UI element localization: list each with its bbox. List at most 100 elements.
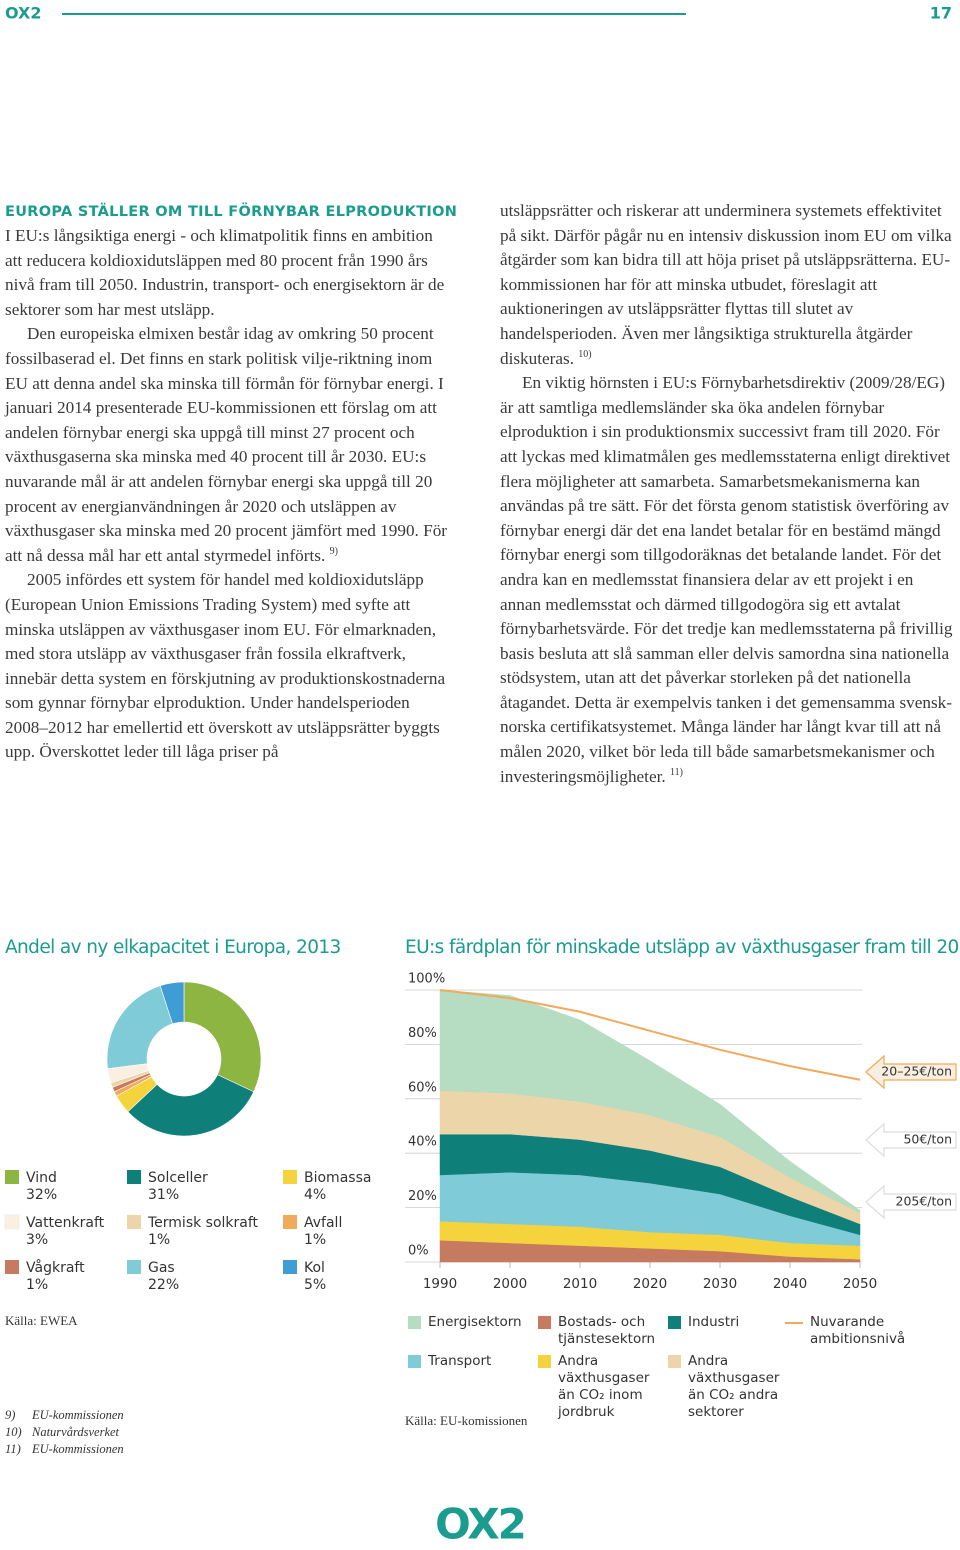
paragraph: Den europeiska elmixen består idag av om… xyxy=(5,322,451,568)
legend-value: 1% xyxy=(304,1232,326,1248)
x-tick-label: 2000 xyxy=(493,1276,527,1292)
legend-value: 1% xyxy=(26,1277,48,1293)
annotation: 20–25€/ton xyxy=(881,1064,952,1079)
legend-swatch xyxy=(5,1260,19,1274)
legend-value: 5% xyxy=(304,1277,326,1293)
legend-swatch xyxy=(538,1355,551,1368)
ambition-line xyxy=(439,989,861,1081)
source: Källa: EWEA xyxy=(5,1313,78,1328)
annotation: 50€/ton xyxy=(903,1132,952,1147)
legend-label: Avfall xyxy=(304,1215,342,1231)
legend-label: Vind xyxy=(26,1170,57,1186)
legend-label: Vattenkraft xyxy=(26,1215,105,1231)
chart-title: Andel av ny elkapacitet i Europa, 2013 xyxy=(5,937,341,958)
footnote-text: Naturvårdsverket xyxy=(32,1425,120,1439)
legend-value: 22% xyxy=(148,1277,179,1293)
y-tick-label: 100% xyxy=(408,972,445,987)
left-column: I EU:s långsiktiga energi - och klimatpo… xyxy=(5,224,451,765)
paragraph: utsläppsrätter och riskerar att undermin… xyxy=(500,199,955,371)
legend-label: Vågkraft xyxy=(26,1259,85,1276)
footnote-text: EU-kommissionen xyxy=(32,1408,124,1422)
paragraph: 2005 infördes ett system för handel med … xyxy=(5,568,451,765)
footnote: 10) Naturvårdsverket xyxy=(5,1424,119,1441)
section-heading: EUROPA STÄLLER OM TILL FÖRNYBAR ELPRODUK… xyxy=(5,202,457,220)
legend-swatch xyxy=(4,1214,20,1230)
legend-label: Industri xyxy=(688,1314,740,1330)
x-tick-label: 2030 xyxy=(703,1276,737,1292)
legend-value: 1% xyxy=(148,1232,170,1248)
legend-swatch xyxy=(127,1170,141,1184)
footnote-ref: 9) xyxy=(329,545,338,557)
annotation-arrow xyxy=(865,1184,957,1220)
paragraph: En viktig hörnsten i EU:s Förnybarhetsdi… xyxy=(500,371,955,789)
y-tick-label: 40% xyxy=(408,1135,437,1150)
y-tick-label: 20% xyxy=(408,1189,437,1204)
legend-swatch xyxy=(283,1215,297,1229)
footnote-ref: 10) xyxy=(578,348,592,360)
legend-label: Transport xyxy=(428,1353,492,1369)
legend-line xyxy=(785,1322,803,1324)
logo: OX2 xyxy=(435,1500,525,1549)
legend-label: Nuvarande ambitionsnivå xyxy=(810,1314,906,1347)
paragraph-text: utsläppsrätter och riskerar att undermin… xyxy=(500,201,952,368)
paragraph-text: I EU:s långsiktiga energi - och klimatpo… xyxy=(5,226,445,319)
annotation: 205€/ton xyxy=(896,1194,953,1209)
legend-swatch xyxy=(127,1215,141,1229)
legend-value: 31% xyxy=(148,1187,179,1203)
legend-label: Energisektorn xyxy=(428,1314,522,1330)
y-tick-label: 80% xyxy=(408,1026,437,1041)
legend-label: Gas xyxy=(148,1260,175,1276)
paragraph-text: 2005 infördes ett system för handel med … xyxy=(5,570,446,762)
legend-swatch xyxy=(668,1316,681,1329)
legend-swatch xyxy=(408,1316,421,1329)
footnote-ref: 11) xyxy=(669,766,683,778)
legend-swatch xyxy=(283,1260,297,1274)
legend-label: Termisk solkraft xyxy=(147,1215,259,1231)
legend-swatch xyxy=(668,1355,681,1368)
brand: OX2 xyxy=(5,4,42,23)
x-tick-label: 2050 xyxy=(843,1276,877,1292)
pie-slice xyxy=(159,981,185,1025)
x-tick-label: 2010 xyxy=(563,1276,597,1292)
legend-swatch xyxy=(538,1316,551,1329)
footnote-text: EU-kommissionen xyxy=(32,1442,124,1456)
annotation-arrow xyxy=(865,1054,957,1090)
legend-swatch xyxy=(127,1260,141,1274)
paragraph-text: En viktig hörnsten i EU:s Förnybarhetsdi… xyxy=(500,373,953,786)
x-tick-label: 1990 xyxy=(423,1276,457,1292)
x-tick-label: 2040 xyxy=(773,1276,807,1292)
legend-label: Bostads- och tjänstesektorn xyxy=(558,1314,656,1347)
source: Källa: EU-komissionen xyxy=(405,1413,528,1428)
footnote-number: 9) xyxy=(5,1408,16,1422)
pie-slice xyxy=(106,985,173,1069)
footnote-number: 11) xyxy=(5,1442,21,1456)
footnote: 11) EU-kommissionen xyxy=(5,1441,124,1458)
legend-value: 3% xyxy=(26,1232,48,1248)
legend-label: Andra växthusgaser än CO₂ andra sektorer xyxy=(688,1353,780,1420)
legend-swatch xyxy=(5,1170,19,1184)
x-tick-label: 2020 xyxy=(633,1276,667,1292)
legend-swatch xyxy=(283,1170,297,1184)
legend-value: 4% xyxy=(304,1187,326,1203)
paragraph: I EU:s långsiktiga energi - och klimatpo… xyxy=(5,224,451,322)
y-tick-label: 0% xyxy=(408,1244,429,1259)
pie-slice xyxy=(127,1074,255,1137)
area-band xyxy=(439,989,861,1214)
legend-swatch xyxy=(408,1355,421,1368)
chart-title: EU:s färdplan för minskade utsläpp av vä… xyxy=(405,937,960,958)
paragraph-text: Den europeiska elmixen består idag av om… xyxy=(5,324,448,565)
legend-label: Solceller xyxy=(148,1170,208,1186)
legend-label: Biomassa xyxy=(304,1170,371,1186)
y-tick-label: 60% xyxy=(408,1080,437,1095)
legend-label: Andra växthusgaser än CO₂ inom jordbruk xyxy=(558,1353,650,1420)
footnote-number: 10) xyxy=(5,1425,22,1439)
legend-value: 32% xyxy=(26,1187,57,1203)
legend-label: Kol xyxy=(304,1260,325,1276)
right-column: utsläppsrätter och riskerar att undermin… xyxy=(500,199,955,789)
page-number: 17 xyxy=(930,4,952,23)
annotation-arrow xyxy=(865,1122,957,1158)
footnote: 9) EU-kommissionen xyxy=(5,1407,124,1424)
pie-slice xyxy=(183,981,262,1093)
